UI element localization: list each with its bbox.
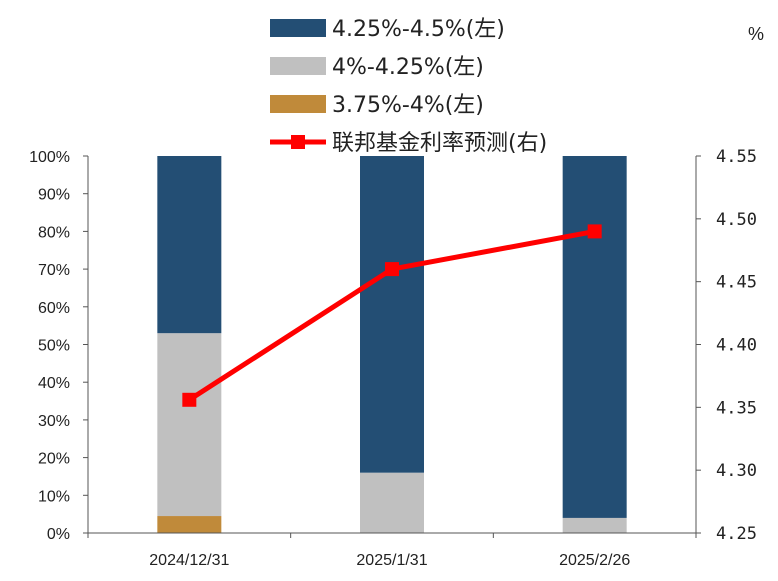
left-tick-label: 90% (38, 187, 70, 204)
bar-segment-2-2 (360, 472, 424, 533)
x-tick-label: 2024/12/31 (149, 552, 229, 569)
legend-label-1: 4.25%-4.5%(左) (332, 17, 505, 42)
right-tick-label: 4.30 (716, 461, 757, 481)
left-tick-label: 100% (29, 149, 70, 166)
left-tick-label: 50% (38, 338, 70, 355)
legend-label-2: 4%-4.25%(左) (332, 55, 484, 80)
legend-label-4: 联邦基金利率预测(右) (332, 131, 547, 156)
right-axis-unit: % (748, 24, 764, 44)
bar-segment-3-2 (360, 156, 424, 473)
left-tick-label: 30% (38, 413, 70, 430)
x-tick-label: 2025/1/31 (356, 552, 427, 569)
legend-swatch-1 (270, 19, 326, 37)
right-tick-label: 4.45 (716, 273, 757, 293)
left-tick-label: 0% (47, 526, 70, 543)
left-tick-label: 60% (38, 300, 70, 317)
bar-segment-2-1 (157, 333, 222, 517)
right-tick-label: 4.35 (716, 398, 757, 418)
right-tick-label: 4.25 (716, 524, 757, 544)
legend-swatch-marker (291, 135, 305, 149)
left-tick-label: 40% (38, 375, 70, 392)
forecast-marker-1 (182, 392, 197, 407)
left-tick-label: 80% (38, 224, 70, 241)
left-tick-label: 10% (38, 488, 70, 505)
forecast-marker-2 (385, 262, 399, 277)
bar-segment-1-1 (157, 516, 222, 533)
bar-segment-3-1 (157, 156, 222, 334)
legend-swatch-3 (270, 95, 326, 113)
forecast-marker-3 (587, 224, 602, 239)
left-tick-label: 70% (38, 262, 70, 279)
legend-swatch-2 (270, 57, 326, 75)
left-tick-label: 20% (38, 451, 70, 468)
legend-label-3: 3.75%-4%(左) (332, 93, 484, 118)
x-tick-label: 2025/2/26 (559, 552, 630, 569)
right-tick-label: 4.50 (716, 210, 757, 230)
bar-segment-2-3 (562, 517, 627, 533)
right-tick-label: 4.40 (716, 336, 757, 356)
bar-segment-3-3 (562, 156, 627, 518)
right-tick-label: 4.55 (716, 147, 757, 167)
